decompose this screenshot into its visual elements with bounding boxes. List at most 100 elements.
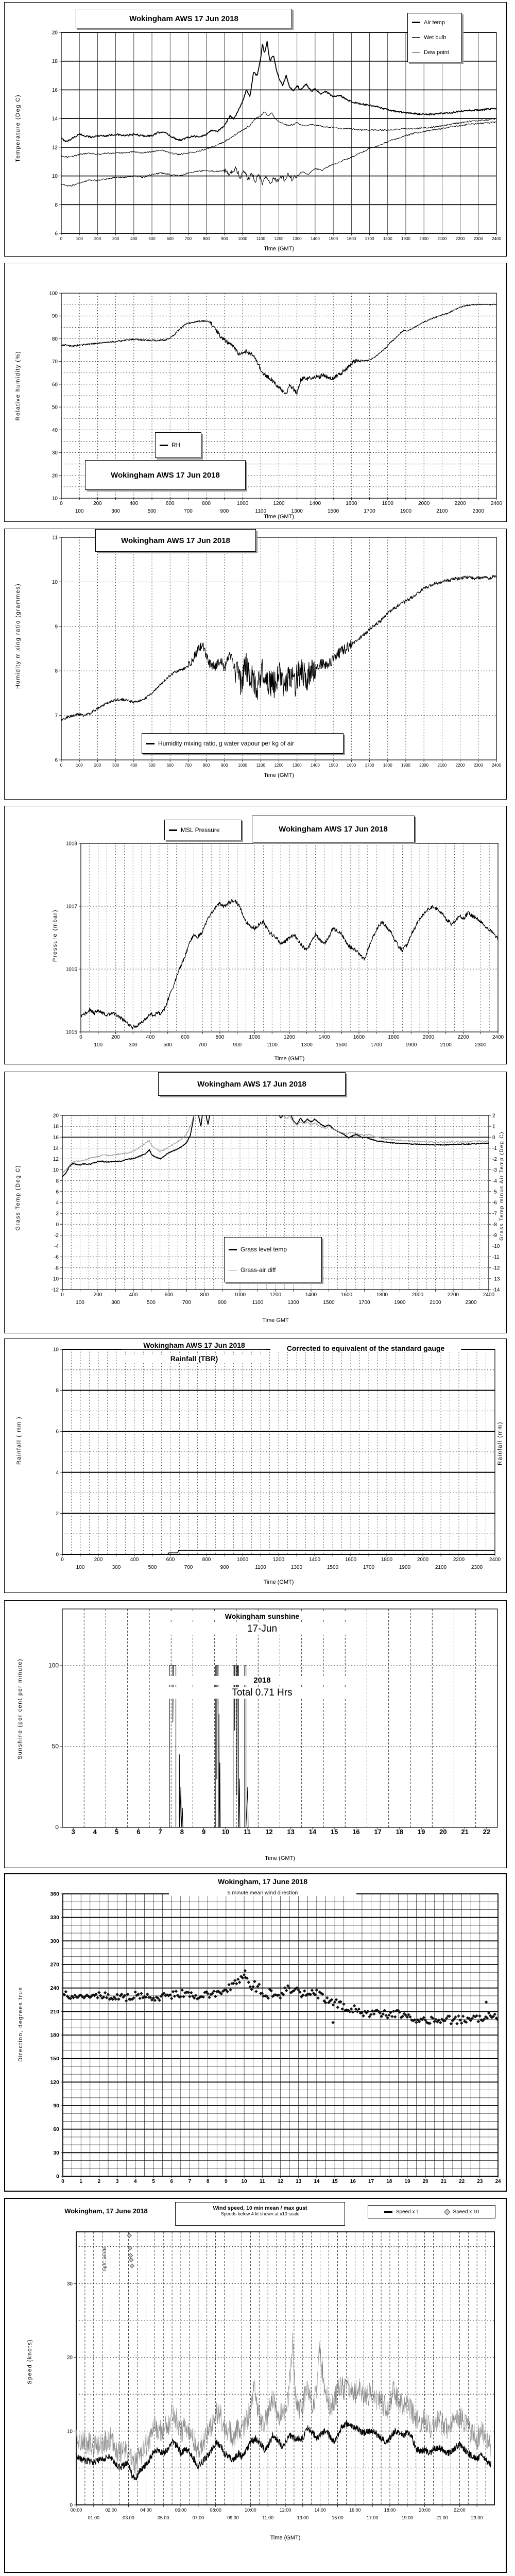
svg-text:2000: 2000 — [412, 1292, 424, 1298]
line-sample-icon — [169, 829, 177, 831]
legend-label: RH — [171, 442, 181, 449]
svg-text:1500: 1500 — [329, 236, 338, 241]
svg-text:13: 13 — [296, 2179, 302, 2184]
svg-text:-8: -8 — [492, 1222, 497, 1228]
svg-text:1600: 1600 — [341, 1292, 353, 1298]
svg-text:100: 100 — [76, 763, 83, 768]
svg-text:1800: 1800 — [376, 1292, 388, 1298]
svg-text:12: 12 — [53, 1157, 59, 1162]
svg-text:14: 14 — [53, 1146, 59, 1151]
svg-text:1200: 1200 — [284, 1035, 296, 1040]
chart-humidity-mixing-ratio: 0 100 200 300 400 500 600 700 800 900 1000 1100 1200… — [4, 529, 507, 800]
svg-text:200: 200 — [94, 763, 101, 768]
svg-text:18: 18 — [52, 59, 58, 64]
svg-text:150: 150 — [50, 2056, 59, 2062]
svg-text:2100: 2100 — [436, 509, 448, 514]
svg-text:2200: 2200 — [453, 1557, 465, 1563]
svg-text:30: 30 — [53, 2150, 59, 2156]
svg-text:10: 10 — [53, 1347, 59, 1353]
svg-text:2000: 2000 — [418, 501, 430, 506]
relative-humidity-canvas: 0 100 200 300 400 500 600 700 800 900 1000 1100 1200… — [49, 291, 502, 515]
rainfall-canvas: 0100200300400500600700800900100011001200… — [53, 1347, 501, 1571]
svg-text:1500: 1500 — [327, 1565, 339, 1570]
chart-title-box: Wokingham AWS 17 Jun 2018 — [76, 9, 292, 28]
wind-speed-canvas: 00:00 01:00 02:00 03:00 04:00 05:00 06:00 07:00… — [67, 2231, 495, 2520]
svg-text:500: 500 — [148, 509, 157, 514]
svg-text:-8: -8 — [54, 1265, 59, 1271]
svg-text:100: 100 — [76, 1300, 84, 1306]
svg-text:240: 240 — [50, 1985, 59, 1991]
svg-text:14: 14 — [52, 116, 58, 122]
svg-text:1200: 1200 — [270, 1292, 282, 1298]
svg-text:200: 200 — [94, 236, 101, 241]
svg-text:100: 100 — [76, 1565, 85, 1570]
svg-text:20: 20 — [52, 30, 58, 36]
svg-text:100: 100 — [94, 1042, 102, 1048]
svg-text:1600: 1600 — [347, 236, 356, 241]
svg-text:14: 14 — [314, 2179, 320, 2184]
svg-text:8: 8 — [55, 669, 58, 674]
svg-text:1600: 1600 — [346, 501, 357, 506]
svg-text:11: 11 — [53, 535, 58, 541]
svg-text:4: 4 — [134, 2179, 137, 2184]
svg-text:10: 10 — [52, 496, 58, 502]
mixing-ratio-legend: Humidity mixing ratio, g water vapour pe… — [142, 733, 344, 754]
wind-speed-note1: Wind speed, 10 min mean / max gust — [213, 2205, 307, 2211]
svg-text:24: 24 — [495, 2179, 501, 2184]
svg-text:0: 0 — [61, 1292, 64, 1298]
svg-text:1500: 1500 — [336, 1042, 348, 1048]
svg-text:300: 300 — [112, 236, 119, 241]
svg-text:1400: 1400 — [310, 501, 321, 506]
svg-text:14:00: 14:00 — [314, 2507, 326, 2513]
svg-text:16: 16 — [53, 1135, 59, 1141]
svg-text:120: 120 — [50, 2079, 59, 2086]
svg-text:1300: 1300 — [291, 509, 303, 514]
svg-text:800: 800 — [202, 501, 211, 506]
svg-text:1: 1 — [79, 2179, 82, 2184]
svg-text:-4: -4 — [492, 1178, 497, 1184]
svg-text:7: 7 — [159, 1828, 162, 1836]
svg-text:1200: 1200 — [273, 501, 285, 506]
svg-text:2000: 2000 — [419, 763, 428, 768]
chart-air-temperature: 0 100 200 300 400 500 600 700 800 900 1000 1100 1200… — [4, 2, 507, 257]
svg-text:1500: 1500 — [329, 763, 338, 768]
svg-text:40: 40 — [52, 428, 58, 433]
svg-text:500: 500 — [148, 236, 156, 241]
svg-text:05:00: 05:00 — [158, 2515, 169, 2520]
x-axis-title: Time (GMT) — [263, 1579, 294, 1585]
svg-text:12: 12 — [265, 1828, 272, 1836]
chart-title: Wokingham AWS 17 Jun 2018 — [197, 1079, 306, 1089]
svg-text:23:00: 23:00 — [471, 2515, 483, 2520]
legend-label: Grass-air diff — [241, 1266, 276, 1274]
svg-text:100: 100 — [49, 291, 58, 297]
chart-title: Wokingham, 17 June 2018 — [169, 1877, 356, 1886]
svg-text:1000: 1000 — [249, 1035, 261, 1040]
svg-text:4: 4 — [93, 1828, 97, 1836]
svg-text:30: 30 — [52, 450, 58, 456]
svg-text:-5: -5 — [492, 1189, 497, 1195]
svg-text:180: 180 — [50, 2032, 59, 2039]
svg-text:1900: 1900 — [400, 509, 412, 514]
svg-text:02:00: 02:00 — [105, 2507, 117, 2513]
svg-text:90: 90 — [52, 314, 58, 319]
svg-text:-3: -3 — [492, 1167, 497, 1173]
svg-text:2200: 2200 — [456, 236, 465, 241]
svg-text:270: 270 — [50, 1962, 59, 1968]
svg-text:1015: 1015 — [66, 1030, 78, 1036]
svg-text:1000: 1000 — [237, 501, 249, 506]
svg-text:16: 16 — [52, 88, 58, 93]
svg-text:8: 8 — [207, 2179, 210, 2184]
chart-grass-temperature: 0 100 200 300 400 500 600 700 800 900 1000 1100 1200… — [4, 1072, 507, 1333]
svg-text:2200: 2200 — [456, 763, 465, 768]
svg-text:6: 6 — [55, 231, 58, 237]
svg-text:1800: 1800 — [381, 1557, 393, 1563]
x-axis-title: Time (GMT) — [264, 246, 294, 252]
svg-text:700: 700 — [198, 1042, 207, 1048]
svg-text:360: 360 — [50, 1891, 59, 1897]
svg-text:1100: 1100 — [255, 509, 267, 514]
svg-text:900: 900 — [220, 1565, 229, 1570]
svg-text:2000: 2000 — [419, 236, 428, 241]
svg-text:50: 50 — [52, 1742, 59, 1750]
x-axis-title: Time (GMT) — [274, 1056, 305, 1062]
svg-text:2: 2 — [56, 1211, 59, 1217]
